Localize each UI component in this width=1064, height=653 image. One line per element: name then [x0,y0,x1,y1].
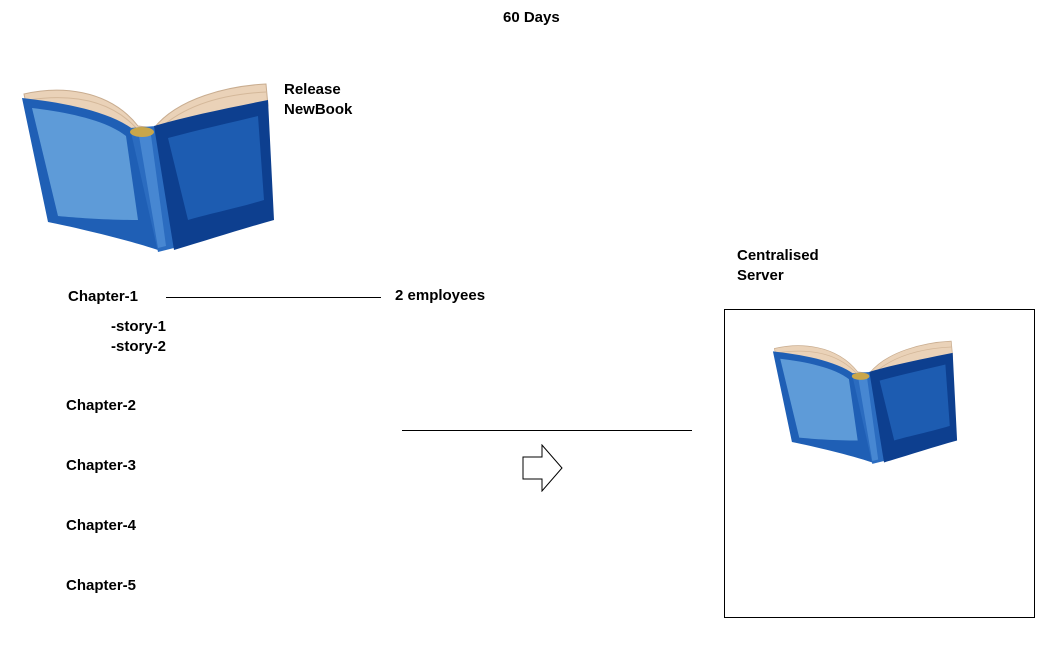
chapter-1-connector-label: 2 employees [395,287,486,304]
chapter-1-story-2: -story-2 [111,338,167,355]
server-box [724,309,1035,618]
chapter-3-label: Chapter-3 [66,457,137,474]
release-label-line2: NewBook [284,101,353,118]
flow-connector-line [402,430,692,431]
server-label-line2: Server [737,267,784,284]
chapter-2-label: Chapter-2 [66,397,137,414]
release-label-line1: Release [284,81,341,98]
chapter-4-label: Chapter-4 [66,517,137,534]
diagram-title: 60 Days [503,9,560,26]
server-book-icon [772,340,958,464]
chapter-1-label: Chapter-1 [68,288,139,305]
chapter-1-story-1: -story-1 [111,318,167,335]
release-book-icon [22,83,274,252]
chapter-5-label: Chapter-5 [66,577,137,594]
server-label-line1: Centralised [737,247,819,264]
right-arrow-icon [522,444,563,492]
chapter-1-connector-line [166,297,381,298]
